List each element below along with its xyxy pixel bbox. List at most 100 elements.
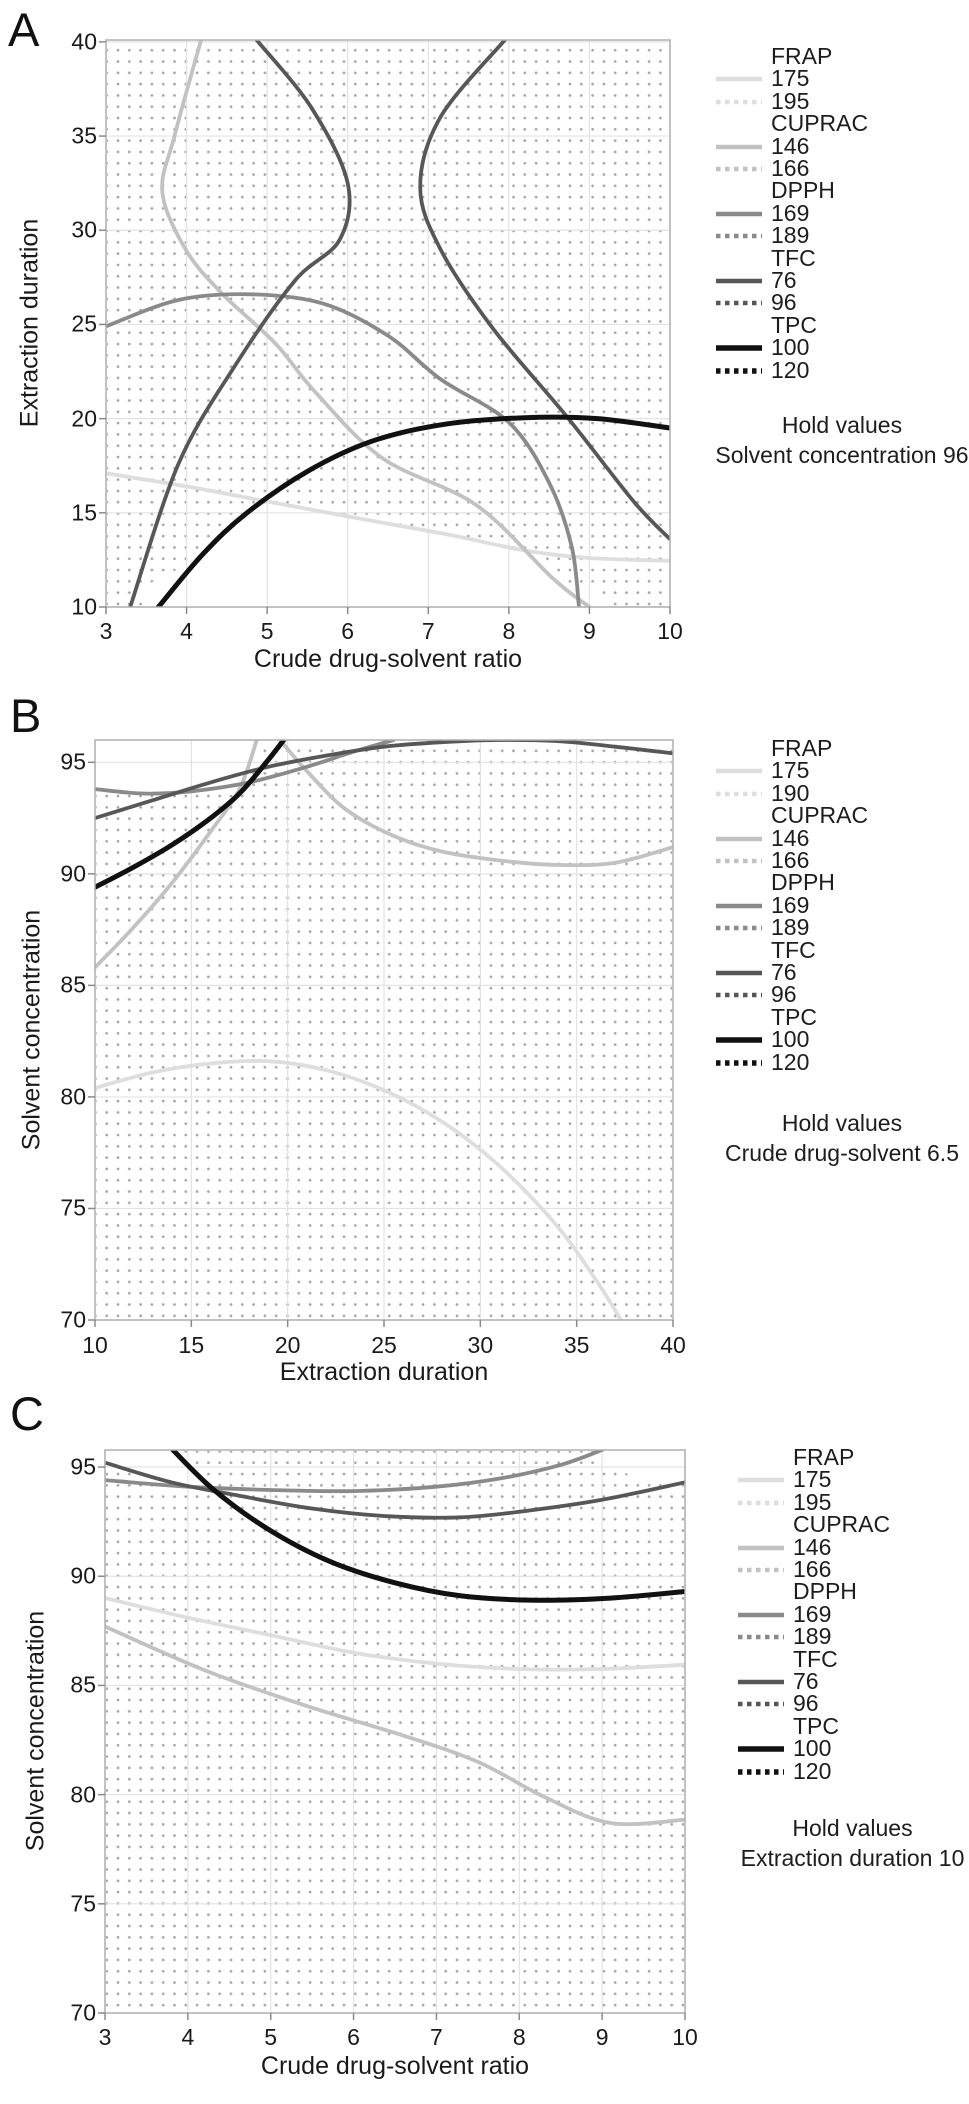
x-tick-label: 10 (672, 2024, 698, 2050)
legend-swatch-frap-175-solid (738, 1478, 784, 1483)
hold-values-detail: Crude drug-solvent 6.5 (725, 1140, 959, 1166)
legend-swatch-cuprac-146-solid (716, 144, 762, 149)
legend-swatch-cuprac-166-dashed (716, 166, 762, 172)
axis-ticks (98, 1466, 686, 2020)
legend-title-dpph: DPPH (793, 1578, 857, 1605)
infeasible-dot-fill (107, 41, 669, 606)
legend-swatch-dpph-169-solid (716, 211, 762, 217)
y-tick-label: 90 (60, 860, 86, 887)
panel-letter-c: C (10, 1387, 44, 1440)
y-tick-label: 85 (70, 1671, 96, 1698)
contour-frap-175 (105, 1596, 685, 1672)
legend-value-label: 146 (771, 824, 810, 851)
contour-cuprac-146 (160, 40, 592, 607)
legend-swatch-cuprac-146-solid (716, 836, 762, 841)
legend-value-label: 195 (771, 87, 810, 114)
legend-swatch-tfc-76-solid (738, 1679, 784, 1685)
feasible-white-region (593, 1450, 685, 1483)
y-tick-label: 40 (71, 28, 97, 55)
y-tick-label: 15 (71, 499, 97, 526)
legend-value-label: 166 (771, 847, 810, 873)
legend-swatch-frap-175-solid (716, 77, 762, 82)
legend-title-tfc: TFC (771, 936, 816, 963)
x-tick-label: 4 (181, 2024, 195, 2050)
legend-title-cuprac: CUPRAC (771, 802, 869, 829)
y-tick-label: 20 (71, 405, 97, 432)
legend-swatch-tfc-76-solid (716, 970, 762, 976)
feasible-white-region (105, 1450, 218, 1492)
hold-values-block: Hold values Crude drug-solvent 6.5 (714, 1108, 969, 1168)
legend-title-tfc: TFC (771, 244, 816, 271)
legend-title-dpph: DPPH (771, 869, 835, 896)
legend-value-label: 96 (793, 1690, 819, 1717)
y-tick-label: 75 (70, 1890, 96, 1917)
x-tick-label: 5 (260, 618, 274, 644)
legend-title-dpph: DPPH (771, 177, 835, 204)
x-tick-label: 6 (341, 618, 355, 644)
x-tick-label: 15 (178, 1332, 205, 1358)
legend-swatch-cuprac-146-solid (738, 1545, 784, 1550)
x-axis-label-b: Extraction duration (279, 1358, 489, 1386)
legend-title-frap: FRAP (793, 1444, 855, 1470)
hold-values-block: Hold values Solvent concentration 96 (714, 410, 969, 470)
legend-value-label: 169 (771, 891, 810, 918)
legend-swatch-frap-195-dashed (738, 1500, 784, 1506)
legend-value-label: 190 (771, 779, 810, 806)
legend-title-frap: FRAP (771, 735, 833, 761)
x-tick-label: 8 (502, 618, 516, 644)
contour-tfc-76 (95, 740, 673, 820)
legend-value-label: 189 (793, 1623, 832, 1650)
legend-swatch-cuprac-166-dashed (716, 858, 762, 864)
legend-value-label: 100 (793, 1735, 832, 1762)
legend-swatch-tfc-96-dashed (716, 301, 762, 306)
legend-swatch-dpph-169-solid (738, 1612, 784, 1618)
contour-tfc-76 (105, 1460, 685, 1520)
y-tick-label: 70 (70, 1999, 96, 2026)
legend-swatch-frap-195-dashed (716, 99, 762, 105)
axis-ticks (99, 41, 671, 614)
y-tick-label: 95 (70, 1453, 96, 1480)
legend-swatch-dpph-189-dashed (738, 1634, 784, 1640)
plot-frame (104, 1449, 686, 2014)
legend-swatch-cuprac-166-dashed (738, 1567, 784, 1573)
legend-value-label: 169 (793, 1600, 832, 1627)
contour-dpph-169 (106, 292, 581, 607)
legend-swatch-dpph-169-solid (716, 903, 762, 909)
y-axis-label-b: Solvent concentration (17, 909, 46, 1151)
y-tick-label: 85 (60, 971, 86, 998)
legend-value-label: 166 (771, 155, 810, 181)
legend-value-label: 120 (771, 356, 810, 383)
y-tick-label: 25 (71, 310, 97, 337)
contour-cuprac-146 (105, 1624, 685, 1827)
legend-value-label: 76 (771, 959, 797, 985)
y-tick-label: 30 (71, 216, 97, 243)
y-tick-label: 10 (71, 593, 97, 620)
legend-value-label: 146 (771, 132, 810, 159)
hold-values-title: Hold values (781, 412, 903, 438)
legend-value-label: 100 (771, 1026, 810, 1053)
hold-values-detail: Extraction duration 10 (740, 1845, 965, 1871)
contour-tpc-100 (95, 740, 287, 890)
contour-frap-175 (95, 1058, 623, 1320)
x-tick-label: 25 (371, 1332, 397, 1358)
legend-title-cuprac: CUPRAC (793, 1511, 891, 1538)
legend-title-tpc: TPC (771, 1003, 817, 1030)
legend-value-label: 175 (771, 65, 810, 92)
legend-swatch-dpph-189-dashed (716, 233, 762, 239)
x-tick-label: 30 (467, 1332, 494, 1358)
legend-swatch-tfc-96-dashed (738, 1702, 784, 1707)
legend-value-label: 189 (771, 914, 810, 941)
panel-c-plot (98, 1449, 686, 2020)
x-tick-label: 9 (583, 618, 596, 644)
y-tick-label: 95 (60, 748, 86, 775)
legend-swatch-tpc-120-dashed (738, 1768, 784, 1775)
y-tick-label: 75 (60, 1194, 86, 1221)
x-axis-label-c: Crude drug-solvent ratio (260, 2052, 530, 2080)
hold-values-detail: Solvent concentration 96 (715, 442, 969, 468)
legend-swatch-tpc-120-dashed (716, 367, 762, 374)
legend-swatch-tfc-96-dashed (716, 993, 762, 998)
y-tick-label: 70 (60, 1306, 86, 1333)
x-tick-label: 9 (595, 2024, 609, 2050)
legend-value-label: 146 (793, 1533, 832, 1560)
x-tick-label: 5 (264, 2024, 278, 2050)
